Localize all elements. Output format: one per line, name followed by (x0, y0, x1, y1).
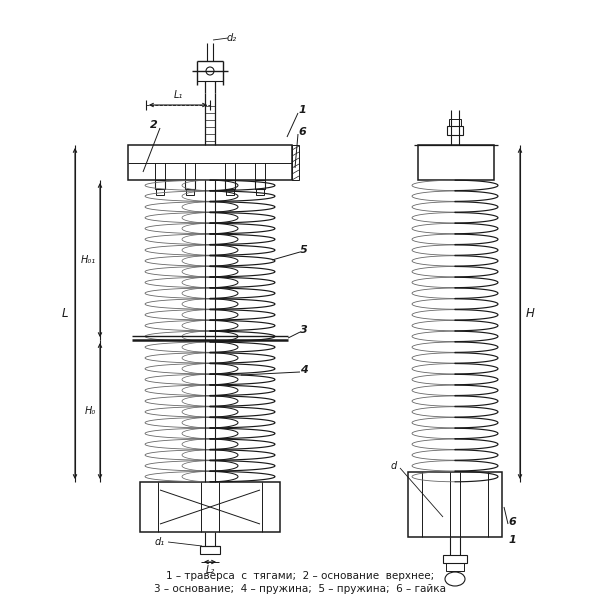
Bar (443, 555, 467, 563)
Bar (156, 189, 164, 195)
Bar (226, 189, 234, 195)
Text: 3: 3 (300, 325, 308, 335)
Bar (256, 189, 264, 195)
Text: H: H (526, 307, 535, 320)
Bar (408, 472, 502, 537)
Text: L₁: L₁ (173, 90, 182, 100)
Text: d₂: d₂ (227, 33, 237, 43)
Bar (155, 180, 165, 189)
Text: d₁: d₁ (155, 537, 165, 547)
Text: 6: 6 (298, 127, 306, 137)
Bar (128, 145, 292, 180)
Text: L: L (62, 307, 68, 320)
Text: d: d (391, 461, 397, 471)
Text: 3 – основание;  4 – пружина;  5 – пружина;  6 – гайка: 3 – основание; 4 – пружина; 5 – пружина;… (154, 584, 446, 594)
Text: 1: 1 (298, 105, 306, 115)
Text: H₀: H₀ (85, 406, 95, 416)
Bar (185, 180, 195, 189)
Text: 2: 2 (150, 120, 158, 130)
Text: 4: 4 (300, 365, 308, 375)
Bar (446, 563, 464, 571)
Text: L₂: L₂ (205, 565, 215, 575)
Bar (447, 126, 463, 135)
Text: 5: 5 (300, 245, 308, 255)
Bar (186, 189, 194, 195)
Text: 1 – траверса  с  тягами;  2 – основание  верхнее;: 1 – траверса с тягами; 2 – основание вер… (166, 571, 434, 581)
Bar (225, 180, 235, 189)
Bar (449, 119, 461, 126)
Bar (418, 145, 494, 180)
Bar (140, 482, 280, 532)
Bar (255, 180, 265, 189)
Bar (292, 145, 299, 180)
Text: H₀₁: H₀₁ (80, 255, 95, 265)
Text: 1: 1 (508, 535, 516, 545)
Text: 6: 6 (508, 517, 516, 527)
Bar (200, 546, 220, 554)
